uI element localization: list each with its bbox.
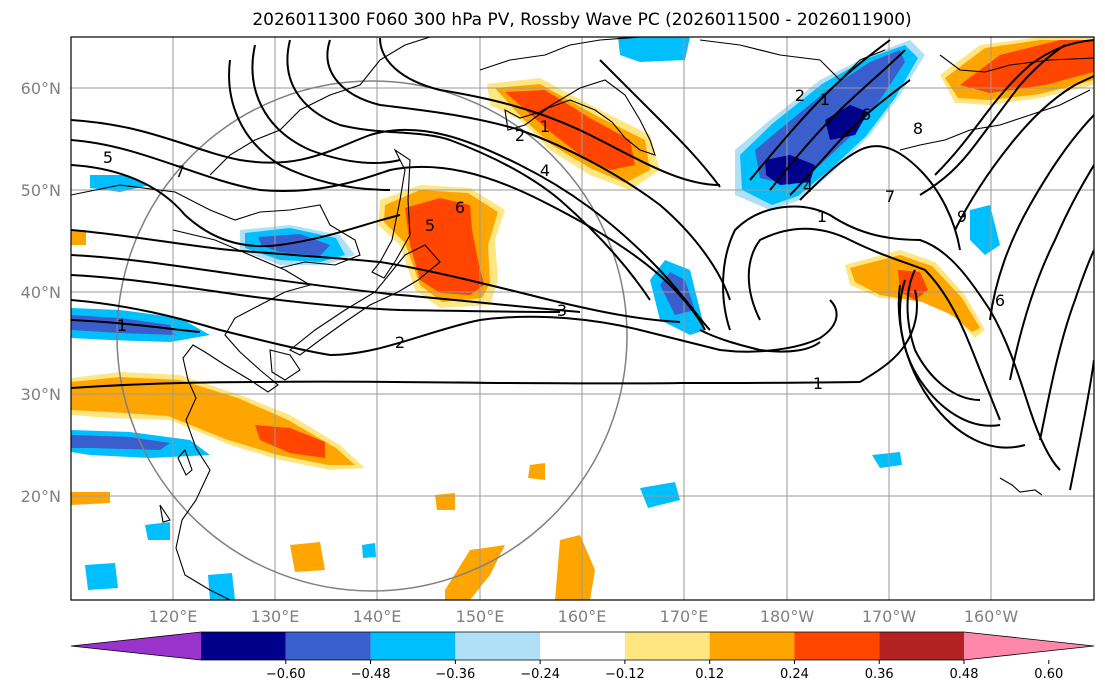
lon-label: 160°E	[558, 607, 607, 626]
colorbar-segment	[285, 632, 371, 660]
colorbar-tick-label: −0.36	[435, 667, 475, 682]
colorbar-segment	[370, 632, 456, 660]
colorbar-segment	[794, 632, 880, 660]
colorbar-tick-label: 0.12	[695, 667, 724, 682]
colorbar-tick-label: −0.60	[266, 667, 306, 682]
lat-label: 20°N	[21, 487, 61, 506]
map-content: 5 7 2 1 4 5 6 3 2 1 1 2 1 4 7 8 6 9 6 1	[71, 37, 1094, 600]
colorbar-segment	[540, 632, 625, 660]
colorbar-segment	[964, 632, 1094, 660]
colorbar: −0.60 −0.48 −0.36 −0.24 −0.12 0.12 0.24 0.36 0.4…	[70, 631, 1095, 682]
colorbar-segment	[71, 632, 201, 660]
colorbar-tick-label: −0.24	[520, 667, 560, 682]
reference-circle	[116, 80, 628, 592]
lat-label: 30°N	[21, 385, 61, 404]
contour-label: 1	[820, 90, 830, 109]
contour-label: 1	[813, 374, 823, 393]
colorbar-outline	[70, 631, 1095, 661]
lon-label: 170°W	[862, 607, 917, 626]
lon-label: 150°E	[456, 607, 505, 626]
lon-label: 120°E	[149, 607, 198, 626]
contour-label: 8	[913, 119, 923, 138]
colorbar-tick-label: 0.48	[950, 667, 979, 682]
contour-label: 6	[861, 105, 871, 124]
contour-label: 4	[803, 177, 813, 196]
contour-label: 4	[540, 161, 550, 180]
lon-label: 170°E	[660, 607, 709, 626]
colorbar-segment	[455, 632, 541, 660]
graticule	[71, 37, 1094, 600]
contour-label: 1	[117, 316, 127, 335]
figure-title: 2026011300 F060 300 hPa PV, Rossby Wave …	[252, 10, 911, 30]
lon-label: 140°E	[353, 607, 402, 626]
colorbar-tick-label: 0.60	[1034, 667, 1063, 682]
contour-label: 5	[103, 148, 113, 167]
contour-label: 6	[455, 198, 465, 217]
lat-label: 60°N	[21, 79, 61, 98]
contour-label: 5	[425, 216, 435, 235]
contour-label: 3	[557, 301, 567, 320]
contour-label: 6	[995, 291, 1005, 310]
contour-label: 7	[885, 187, 895, 206]
contour-label: 2	[795, 86, 805, 105]
longitude-labels: 120°E 130°E 140°E 150°E 160°E 170°E 180°…	[149, 607, 1019, 626]
contour-label: 1	[817, 207, 827, 226]
lat-label: 40°N	[21, 283, 61, 302]
colorbar-tick-label: −0.48	[351, 667, 391, 682]
contour-label: 2	[395, 333, 405, 352]
contour-labels: 5 7 2 1 4 5 6 3 2 1 1 2 1 4 7 8 6 9 6 1	[103, 86, 1005, 393]
lon-label: 160°W	[964, 607, 1019, 626]
map-frame	[70, 36, 1095, 601]
contour-label: 1	[540, 117, 550, 136]
colorbar-tick-label: 0.36	[865, 667, 894, 682]
latitude-labels: 60°N 50°N 40°N 30°N 20°N	[21, 79, 61, 506]
contour-label: 7	[175, 162, 185, 181]
colorbar-segment	[709, 632, 795, 660]
contour-label: 2	[515, 126, 525, 145]
colorbar-tick-label: 0.24	[780, 667, 809, 682]
coastlines	[71, 37, 1094, 600]
colorbar-segment	[624, 632, 710, 660]
lat-label: 50°N	[21, 181, 61, 200]
lon-label: 130°E	[251, 607, 300, 626]
colorbar-tick-label: −0.12	[605, 667, 645, 682]
lon-label: 180°W	[760, 607, 815, 626]
colorbar-segment	[879, 632, 964, 660]
pv-contours	[71, 37, 1094, 491]
colorbar-segment	[201, 632, 286, 660]
contour-label: 9	[957, 207, 967, 226]
